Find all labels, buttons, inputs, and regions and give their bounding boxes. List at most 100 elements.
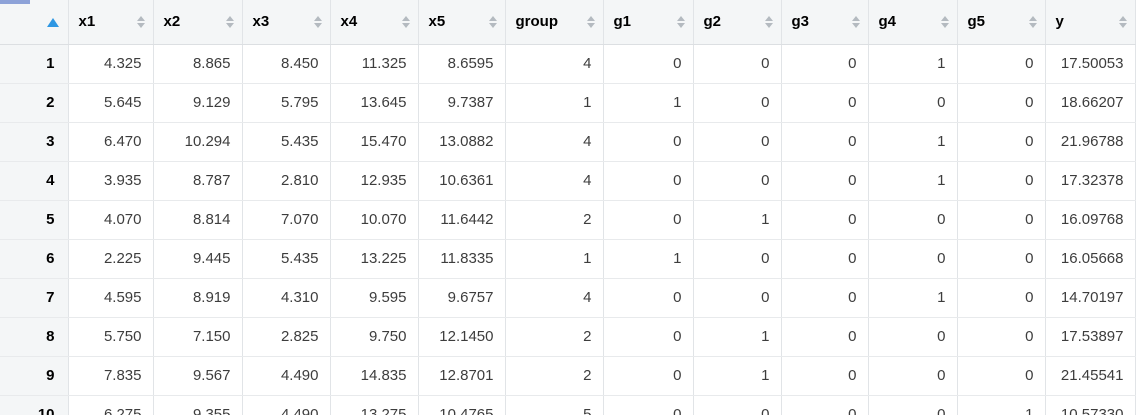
column-header-x3[interactable]: x3 (242, 0, 331, 45)
table-cell: 10.294 (153, 122, 243, 162)
table-cell: 0 (868, 356, 958, 396)
table-cell: 8.814 (153, 200, 243, 240)
sort-down-icon (488, 22, 497, 28)
table-cell: 21.96788 (1045, 122, 1136, 162)
column-header-x2[interactable]: x2 (153, 0, 243, 45)
table-cell: 1 (505, 239, 604, 279)
sort-up-icon (940, 15, 949, 21)
table-cell: 17.53897 (1045, 317, 1136, 357)
row-number: 7 (0, 278, 69, 318)
sort-up-icon (764, 15, 773, 21)
table-cell: 0 (957, 278, 1046, 318)
table-cell: 0 (957, 317, 1046, 357)
table-cell: 16.05668 (1045, 239, 1136, 279)
table-cell: 0 (957, 161, 1046, 201)
table-cell: 11.325 (330, 44, 419, 84)
table-cell: 2 (505, 200, 604, 240)
table-cell: 1 (868, 278, 958, 318)
sort-arrows-icon (940, 15, 950, 29)
sort-up-icon (851, 15, 860, 21)
table-cell: 2.825 (242, 317, 331, 357)
row-number-header[interactable] (0, 0, 69, 45)
table-cell: 4.490 (242, 395, 331, 415)
row-number: 6 (0, 239, 69, 279)
table-row: 10 6.275 9.355 4.490 13.275 10.4765 5 0 0 0 0 1 10.… (0, 395, 1136, 415)
column-label: g2 (703, 13, 722, 31)
table-cell: 9.7387 (418, 83, 506, 123)
column-label: group (515, 13, 559, 31)
table-cell: 5.435 (242, 239, 331, 279)
table-cell: 0 (603, 356, 694, 396)
table-cell: 13.0882 (418, 122, 506, 162)
sort-down-icon (764, 22, 773, 28)
sort-down-icon (313, 22, 322, 28)
table-cell: 4 (505, 278, 604, 318)
sort-arrows-icon (136, 15, 146, 29)
table-cell: 0 (781, 83, 869, 123)
table-row: 6 2.225 9.445 5.435 13.225 11.8335 1 1 0 0 0 0 16.0… (0, 239, 1136, 279)
table-cell: 4.490 (242, 356, 331, 396)
column-label: x2 (163, 13, 181, 31)
table-cell: 8.450 (242, 44, 331, 84)
column-header-x5[interactable]: x5 (418, 0, 506, 45)
table-cell: 0 (868, 395, 958, 415)
table-cell: 15.470 (330, 122, 419, 162)
table-cell: 0 (868, 83, 958, 123)
table-row: 1 4.325 8.865 8.450 11.325 8.6595 4 0 0 0 1 0 17.50… (0, 44, 1136, 84)
table-cell: 10.57330 (1045, 395, 1136, 415)
column-header-group[interactable]: group (505, 0, 604, 45)
table-row: 7 4.595 8.919 4.310 9.595 9.6757 4 0 0 0 1 0 14.701… (0, 278, 1136, 318)
column-label: g4 (878, 13, 897, 31)
column-header-y[interactable]: y (1045, 0, 1136, 45)
table-cell: 14.835 (330, 356, 419, 396)
scroll-accent-bar (0, 0, 30, 4)
table-cell: 0 (957, 122, 1046, 162)
column-header-g1[interactable]: g1 (603, 0, 694, 45)
table-cell: 1 (868, 44, 958, 84)
column-header-x4[interactable]: x4 (330, 0, 419, 45)
sort-down-icon (586, 22, 595, 28)
table-cell: 9.750 (330, 317, 419, 357)
table-cell: 5.795 (242, 83, 331, 123)
table-cell: 0 (781, 317, 869, 357)
table-cell: 0 (957, 200, 1046, 240)
row-number: 2 (0, 83, 69, 123)
table-cell: 0 (957, 239, 1046, 279)
table-cell: 0 (781, 200, 869, 240)
table-cell: 0 (603, 395, 694, 415)
table-cell: 2 (505, 356, 604, 396)
sort-up-icon (676, 15, 685, 21)
column-header-g4[interactable]: g4 (868, 0, 958, 45)
table-cell: 0 (781, 395, 869, 415)
table-cell: 0 (781, 44, 869, 84)
sort-down-icon (851, 22, 860, 28)
table-cell: 4 (505, 122, 604, 162)
table-cell: 1 (868, 122, 958, 162)
table-cell: 4 (505, 44, 604, 84)
table-cell: 1 (693, 356, 782, 396)
sort-arrows-icon (1028, 15, 1038, 29)
column-header-x1[interactable]: x1 (68, 0, 154, 45)
table-cell: 9.595 (330, 278, 419, 318)
column-header-g3[interactable]: g3 (781, 0, 869, 45)
table-cell: 1 (693, 317, 782, 357)
table-cell: 7.150 (153, 317, 243, 357)
table-cell: 4 (505, 161, 604, 201)
table-cell: 5.645 (68, 83, 154, 123)
row-number: 1 (0, 44, 69, 84)
table-cell: 4.595 (68, 278, 154, 318)
table-cell: 1 (505, 83, 604, 123)
table-cell: 1 (693, 200, 782, 240)
table-cell: 1 (603, 83, 694, 123)
table-cell: 9.129 (153, 83, 243, 123)
column-header-g2[interactable]: g2 (693, 0, 782, 45)
table-cell: 9.355 (153, 395, 243, 415)
sort-down-icon (1028, 22, 1037, 28)
table-cell: 0 (603, 122, 694, 162)
column-header-g5[interactable]: g5 (957, 0, 1046, 45)
sort-up-icon (225, 15, 234, 21)
table-cell: 0 (603, 161, 694, 201)
table-row: 9 7.835 9.567 4.490 14.835 12.8701 2 0 1 0 0 0 21.4… (0, 356, 1136, 396)
table-cell: 4.070 (68, 200, 154, 240)
